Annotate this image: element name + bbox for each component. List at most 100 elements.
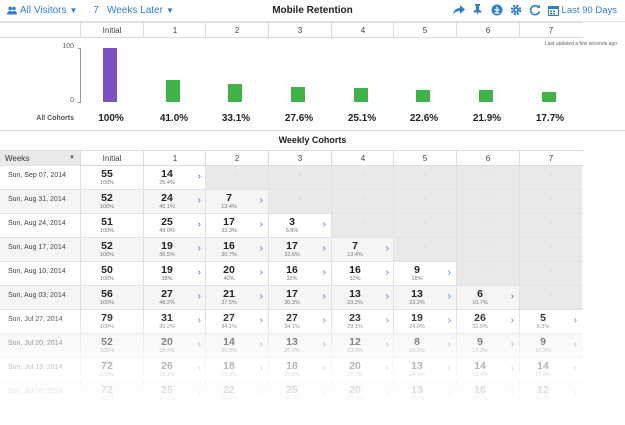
chevron-right-icon[interactable]: › [197,171,201,182]
weeks-selector[interactable]: Weeks ▼ [0,151,80,166]
chevron-right-icon[interactable]: › [197,339,201,350]
retention-cell[interactable]: 25 34.7% › [268,382,331,405]
chevron-right-icon[interactable]: › [385,267,389,278]
chevron-right-icon[interactable]: › [197,267,201,278]
chevron-right-icon[interactable]: › [197,195,201,206]
chevron-right-icon[interactable]: › [447,315,451,326]
chevron-right-icon[interactable]: › [322,363,326,374]
chevron-right-icon[interactable]: › [385,363,389,374]
weeks-dropdown[interactable]: 7 Weeks Later ▼ [93,5,173,16]
chevron-right-icon[interactable]: › [385,291,389,302]
retention-cell[interactable]: 14 26.9% › [205,334,268,357]
retention-cell[interactable]: 14 25.4% › [143,166,206,189]
retention-cell[interactable]: 16 32% › [331,262,394,285]
retention-cell[interactable]: 17 33.3% › [205,214,268,237]
share-icon[interactable] [452,4,465,16]
chevron-right-icon[interactable]: › [197,219,201,230]
retention-cell[interactable]: 16 22.2% › [456,382,519,405]
segment-dropdown[interactable]: All Visitors ▼ [7,5,77,16]
chevron-right-icon[interactable]: › [447,267,451,278]
date-range-picker[interactable]: Last 90 Days [547,5,617,16]
chevron-right-icon[interactable]: › [447,339,451,350]
retention-cell[interactable]: 16 32% › [268,262,331,285]
retention-cell[interactable]: 20 27.7% › [331,358,394,381]
chevron-right-icon[interactable]: › [510,291,514,302]
retention-cell[interactable]: 14 19.4% › [519,358,582,381]
chevron-right-icon[interactable]: › [197,315,201,326]
chart-bar-3[interactable] [290,87,305,102]
chevron-right-icon[interactable]: › [259,339,263,350]
chevron-right-icon[interactable]: › [259,387,263,398]
retention-cell[interactable]: 27 34.1% › [268,310,331,333]
retention-cell[interactable]: 17 32.6% › [268,238,331,261]
retention-cell[interactable]: 13 25.0% › [268,334,331,357]
chevron-right-icon[interactable]: › [259,315,263,326]
retention-cell[interactable]: 22 30.5% › [205,382,268,405]
retention-cell[interactable]: 5 6.3% › [519,310,582,333]
chevron-right-icon[interactable]: › [322,219,326,230]
retention-cell[interactable]: 27 48.2% › [143,286,206,309]
chevron-right-icon[interactable]: › [259,291,263,302]
chevron-right-icon[interactable]: › [573,363,577,374]
chevron-right-icon[interactable]: › [322,315,326,326]
chevron-right-icon[interactable]: › [259,267,263,278]
chevron-right-icon[interactable]: › [197,387,201,398]
retention-cell[interactable]: 9 17.3% › [456,334,519,357]
retention-cell[interactable]: 20 38.4% › [143,334,206,357]
retention-cell[interactable]: 18 25.0% › [268,358,331,381]
retention-cell[interactable]: 31 39.2% › [143,310,206,333]
retention-cell[interactable]: 23 29.1% › [331,310,394,333]
chevron-right-icon[interactable]: › [385,315,389,326]
retention-cell[interactable]: 21 37.5% › [205,286,268,309]
retention-cell[interactable]: 26 32.9% › [456,310,519,333]
chevron-right-icon[interactable]: › [385,243,389,254]
retention-cell[interactable]: 13 18.0% › [393,358,456,381]
download-icon[interactable] [491,4,503,16]
chevron-right-icon[interactable]: › [510,315,514,326]
retention-cell[interactable]: 18 25.0% › [205,358,268,381]
chart-bar-2[interactable] [227,84,242,102]
chevron-right-icon[interactable]: › [197,363,201,374]
chevron-right-icon[interactable]: › [573,315,577,326]
retention-cell[interactable]: 20 27.7% › [331,382,394,405]
chevron-right-icon[interactable]: › [573,387,577,398]
chevron-right-icon[interactable]: › [259,219,263,230]
chevron-right-icon[interactable]: › [573,339,577,350]
retention-cell[interactable]: 7 13.4% › [205,190,268,213]
retention-cell[interactable]: 9 17.3% › [519,334,582,357]
chevron-right-icon[interactable]: › [259,243,263,254]
chevron-right-icon[interactable]: › [510,387,514,398]
chevron-right-icon[interactable]: › [197,291,201,302]
chevron-right-icon[interactable]: › [447,291,451,302]
retention-cell[interactable]: 9 18% › [393,262,456,285]
chart-bar-5[interactable] [415,89,430,102]
chevron-right-icon[interactable]: › [385,387,389,398]
retention-cell[interactable]: 6 10.7% › [456,286,519,309]
chevron-right-icon[interactable]: › [322,339,326,350]
retention-cell[interactable]: 8 15.3% › [393,334,456,357]
chevron-right-icon[interactable]: › [510,339,514,350]
chevron-right-icon[interactable]: › [385,339,389,350]
retention-cell[interactable]: 25 49.0% › [143,214,206,237]
retention-cell[interactable]: 12 16.6% › [519,382,582,405]
gear-icon[interactable] [510,4,522,16]
retention-cell[interactable]: 19 24.0% › [393,310,456,333]
chevron-right-icon[interactable]: › [322,243,326,254]
chart-bar-7[interactable] [541,92,556,102]
retention-cell[interactable]: 19 38% › [143,262,206,285]
chevron-right-icon[interactable]: › [259,363,263,374]
retention-cell[interactable]: 16 30.7% › [205,238,268,261]
chart-bar-6[interactable] [478,90,493,102]
chevron-right-icon[interactable]: › [259,195,263,206]
retention-cell[interactable]: 14 19.4% › [456,358,519,381]
retention-cell[interactable]: 25 34.7% › [143,382,206,405]
retention-cell[interactable]: 17 30.3% › [268,286,331,309]
retention-cell[interactable]: 24 46.1% › [143,190,206,213]
retention-cell[interactable]: 20 40% › [205,262,268,285]
chevron-right-icon[interactable]: › [322,387,326,398]
chevron-right-icon[interactable]: › [197,243,201,254]
chevron-right-icon[interactable]: › [510,363,514,374]
retention-cell[interactable]: 12 23.0% › [331,334,394,357]
retention-cell[interactable]: 27 34.1% › [205,310,268,333]
chart-bar-4[interactable] [353,88,368,102]
